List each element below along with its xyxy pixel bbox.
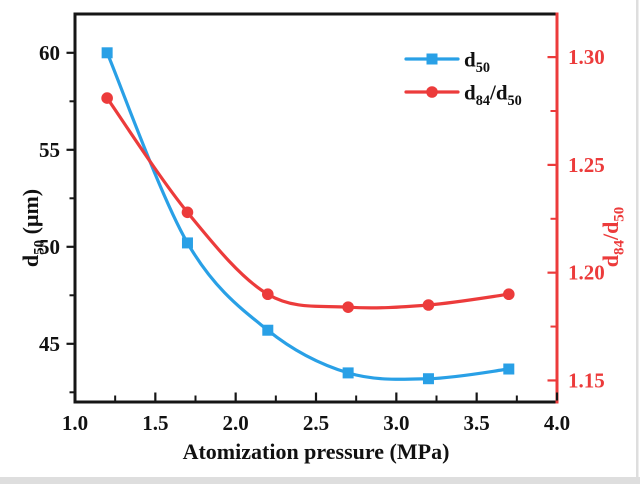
legend-label: d50 (464, 48, 490, 77)
legend-label: d84/d50 (464, 81, 522, 110)
x-axis-title: Atomization pressure (MPa) (183, 439, 450, 464)
data-point-d50 (101, 47, 113, 59)
y-left-tick-label: 45 (39, 332, 60, 356)
x-tick-label: 3.5 (464, 411, 490, 435)
y-left-tick-label: 50 (39, 235, 60, 259)
x-tick-label: 1.5 (142, 411, 168, 435)
y-left-tick-label: 60 (39, 41, 60, 65)
screen-edge-right (636, 0, 639, 484)
y-right-axis-title: d84/d50 (598, 207, 628, 268)
x-tick-label: 2.5 (303, 411, 329, 435)
data-point-d84d50 (101, 92, 113, 104)
data-point-d50 (422, 373, 434, 385)
y-right-tick-label: 1.20 (568, 261, 605, 285)
data-point-d50 (342, 367, 354, 379)
legend-item-d84d50: d84/d50 (404, 81, 522, 110)
y-right-tick-label: 1.25 (568, 153, 605, 177)
data-point-d84d50 (503, 288, 515, 301)
data-point-d50 (262, 324, 274, 336)
x-tick-label: 3.0 (383, 411, 409, 435)
screen-edge-bottom (0, 477, 640, 484)
data-point-d84d50 (342, 301, 354, 313)
data-point-d84d50 (262, 288, 274, 301)
x-tick-label: 2.0 (223, 411, 249, 435)
x-tick-label: 4.0 (544, 411, 570, 435)
y-right-tick-label: 1.30 (568, 45, 605, 69)
data-point-d50 (503, 363, 515, 375)
data-point-d50 (181, 237, 193, 249)
data-point-d84d50 (422, 299, 435, 311)
series-line-d50 (105, 51, 511, 381)
series-layer (101, 47, 515, 385)
legend-marker (426, 53, 438, 65)
y-left-axis-title: d50 (μm) (18, 189, 48, 267)
axes-layer: 1.0 1.5 2.0 2.5 3.0 3.5 4.0 60 55 50 45 1.30 1.25 1.2… (18, 12, 628, 464)
x-tick-label: 1.0 (62, 411, 88, 435)
legend-item-d50: d50 (404, 48, 490, 77)
legend: d50 d84/d50 (404, 48, 522, 110)
y-left-tick-label: 55 (39, 138, 60, 162)
data-point-d84d50 (181, 206, 194, 219)
y-right-tick-label: 1.15 (568, 368, 605, 392)
legend-marker (426, 86, 438, 98)
